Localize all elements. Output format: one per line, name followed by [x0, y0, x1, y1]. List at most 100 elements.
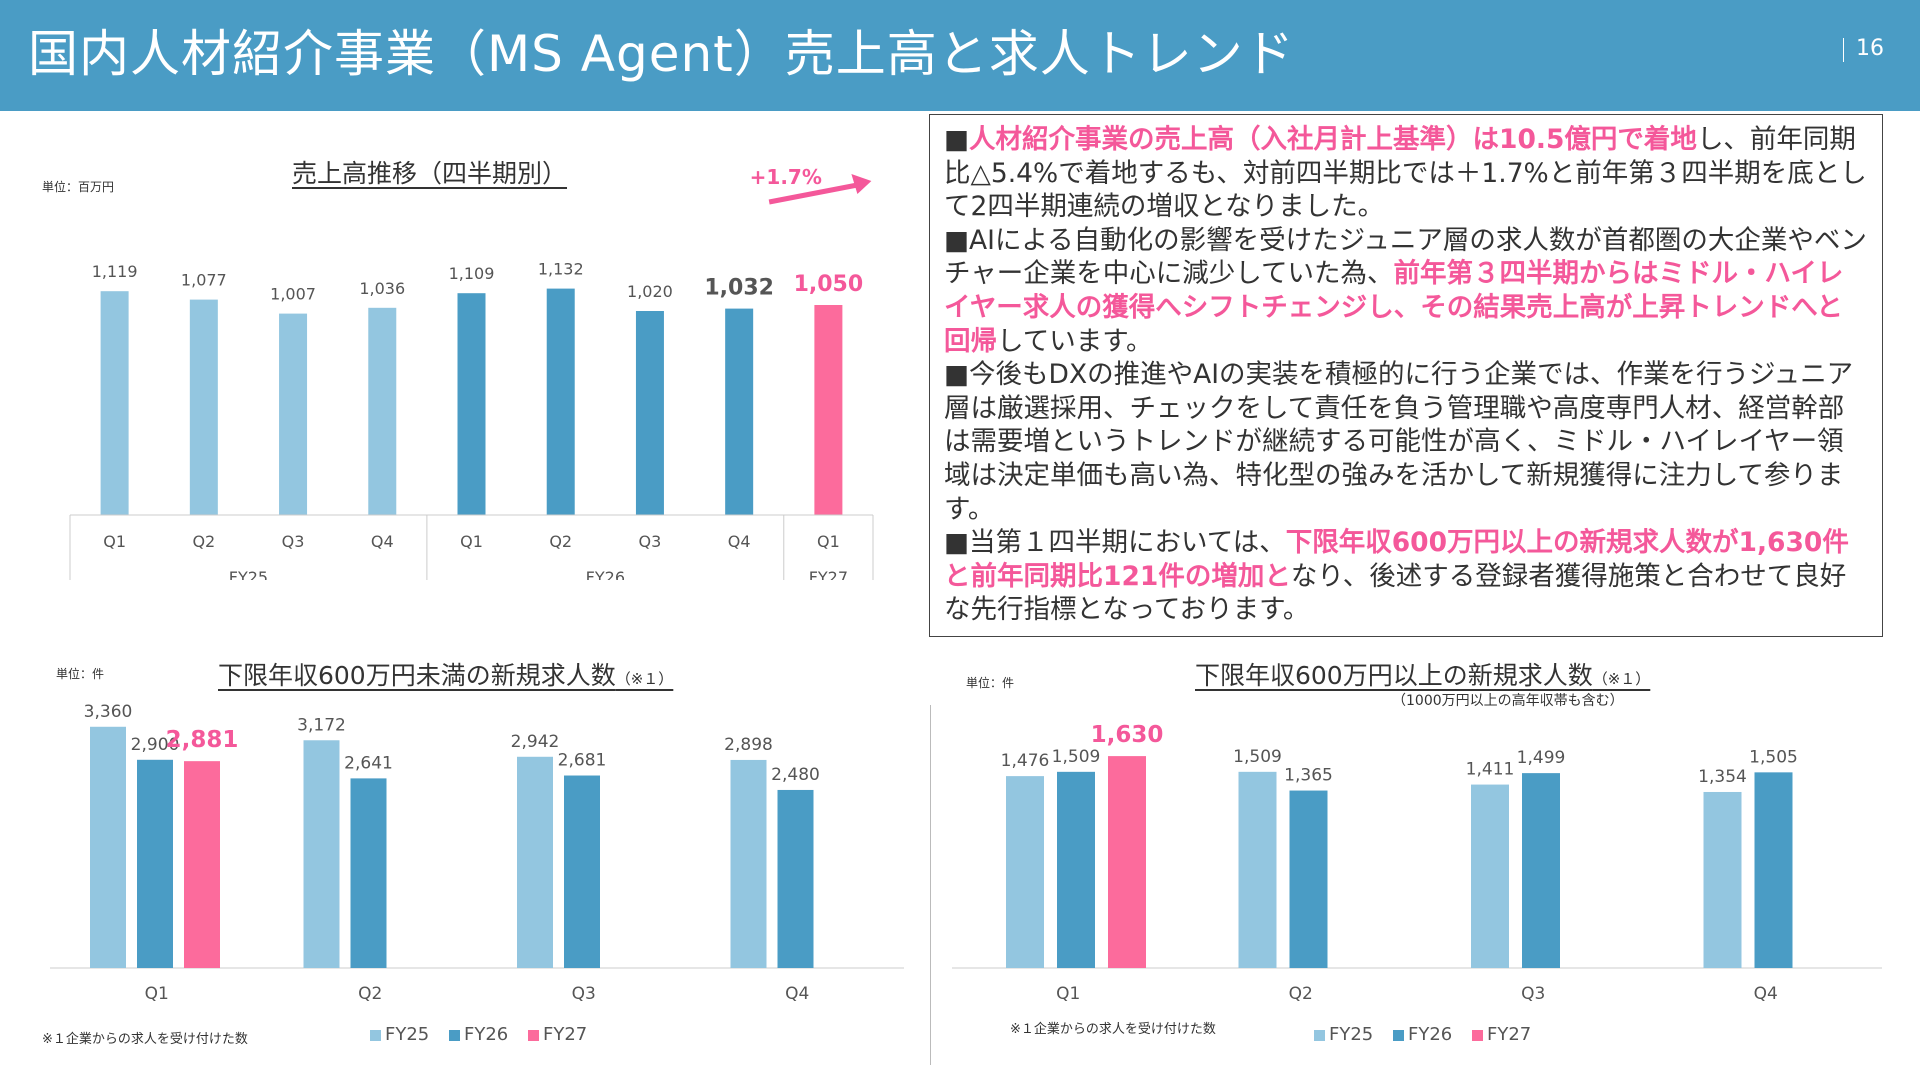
- bar-fy26-q1: [1057, 771, 1095, 968]
- x-group-label: FY27: [809, 568, 848, 580]
- data-label: 1,505: [1749, 747, 1798, 767]
- x-tick-label: Q4: [785, 984, 809, 1004]
- page-number-divider: [1843, 38, 1844, 62]
- x-tick-label: Q1: [817, 532, 840, 551]
- x-tick-label: Q3: [1521, 984, 1545, 1004]
- chart3-unit: 単位：件: [966, 676, 1015, 690]
- bar-fy25-q2: [1238, 771, 1277, 968]
- x-tick-label: Q3: [282, 532, 305, 551]
- legend-label-fy26: FY26: [464, 1024, 509, 1045]
- data-label: 1,476: [1001, 751, 1050, 771]
- chart3-footnote: ※１企業からの求人を受け付けた数: [1010, 1022, 1216, 1037]
- x-tick-label: Q1: [460, 532, 483, 551]
- paragraph-text: し、前年同期比△5.4%で着地するも、対前四半期比では＋1.7%と前年第３四半期…: [944, 124, 1867, 223]
- bar-fy26-q4: [1754, 772, 1793, 968]
- data-label: 3,360: [84, 702, 133, 722]
- chart1-title: 売上高推移（四半期別）: [292, 159, 568, 188]
- chart3-subtitle: （1000万円以上の高年収帯も含む）: [1392, 693, 1624, 709]
- summary-paragraph-3: ■今後もDXの推進やAIの実装を積極的に行う企業では、作業を行うジュニア層は厳選…: [944, 359, 1854, 525]
- bar-fy27-q1: [814, 305, 843, 515]
- paragraph-text: なり、後述する登録者獲得施策と合わせて良好な先行指標となっております。: [944, 560, 1847, 626]
- chart2-title: 下限年収600万円未満の新規求人数（※１）: [218, 656, 673, 692]
- data-label: 2,898: [724, 735, 773, 755]
- data-label: 1,007: [270, 285, 316, 304]
- chart2-title-note: （※１）: [615, 670, 674, 688]
- x-tick-label: Q2: [1289, 984, 1313, 1004]
- chart2-title-text: 下限年収600万円未満の新規求人数: [218, 661, 616, 690]
- legend-swatch-fy26: [449, 1029, 460, 1041]
- legend-label-fy27: FY27: [543, 1024, 588, 1045]
- bar-fy25-q4: [1703, 791, 1742, 968]
- data-label: 2,942: [511, 732, 560, 752]
- summary-paragraph-1: ■人材紹介事業の売上高（入社月計上基準）は10.5億円で着地し、前年同期比△5.…: [944, 123, 1868, 224]
- header-bar: 国内人材紹介事業（MS Agent）売上高と求人トレンド 16: [0, 0, 1920, 111]
- bar-fy27-q1: [184, 761, 220, 968]
- page-number: 16: [1856, 36, 1884, 61]
- x-tick-label: Q3: [639, 532, 662, 551]
- data-label: 1,020: [627, 282, 673, 301]
- legend-swatch-fy25: [1314, 1029, 1325, 1041]
- growth-arrowhead: [851, 174, 872, 194]
- chart3-title-note: （※１）: [1592, 670, 1651, 688]
- x-tick-label: Q2: [192, 532, 215, 551]
- highlight-text: 前年第３四半期からはミドル・ハイレイヤー求人の獲得へシフトチェンジし、その結果売…: [944, 258, 1844, 357]
- data-label: 1,509: [1052, 747, 1101, 767]
- paragraph-text: ■AIによる自動化の影響を受けたジュニア層の求人数が首都圏の大企業やベンチャー企…: [944, 224, 1867, 290]
- x-tick-label: Q4: [728, 532, 751, 551]
- x-tick-label: Q1: [145, 984, 169, 1004]
- chart2-legend: FY25 FY26 FY27: [356, 1024, 587, 1045]
- x-tick-label: Q3: [572, 984, 596, 1004]
- x-group-label: FY26: [586, 568, 625, 580]
- data-label: 1,411: [1466, 760, 1515, 780]
- bar-fy26-q1: [137, 759, 173, 968]
- x-tick-label: Q4: [1754, 984, 1778, 1004]
- data-label: 1,132: [538, 260, 584, 279]
- data-label: 1,077: [181, 271, 227, 290]
- legend-swatch-fy27: [1472, 1029, 1483, 1041]
- bar-fy25-q3: [517, 756, 553, 968]
- highlight-text: 人材紹介事業の売上高（入社月計上基準）は10.5億円で着地: [969, 124, 1697, 155]
- bar-fy25-q4: [730, 759, 767, 968]
- bar-fy26-q3: [564, 775, 600, 968]
- paragraph-text: ■当第１四半期においては、: [944, 527, 1286, 559]
- legend-swatch-fy26: [1393, 1029, 1404, 1041]
- data-label: 1,365: [1284, 766, 1333, 786]
- x-tick-label: Q1: [1056, 984, 1080, 1004]
- chart3-title-text: 下限年収600万円以上の新規求人数: [1195, 661, 1593, 690]
- revenue-chart: 1,119 Q1 1,077 Q2 1,007 Q3 1,036 Q4 1,109 Q1 1,132…: [69, 165, 874, 580]
- bar-fy26-q3: [1522, 773, 1560, 968]
- bar-fy26-q4: [725, 308, 754, 515]
- growth-arrow: [768, 182, 858, 205]
- legend-label-fy27: FY27: [1487, 1024, 1532, 1045]
- bullet: ■: [944, 124, 970, 155]
- x-tick-label: Q1: [103, 532, 126, 551]
- bar-fy26-q3: [635, 311, 664, 515]
- chart1-unit: 単位：百万円: [42, 180, 115, 194]
- chart3-title: 下限年収600万円以上の新規求人数（※１）: [1195, 656, 1650, 692]
- data-label: 1,354: [1698, 767, 1747, 787]
- chart2-unit: 単位：件: [56, 667, 105, 681]
- jobs-over-600-chart: 1,476 1,5091,630Q11,5091,365Q21,4111,499Q…: [952, 722, 1882, 1004]
- legend-swatch-fy25: [370, 1029, 381, 1041]
- x-tick-label: Q2: [358, 984, 382, 1004]
- bar-fy26-q2: [350, 778, 387, 968]
- paragraph-text: しています。: [997, 325, 1153, 357]
- bar-fy27-q1: [1108, 756, 1146, 968]
- data-label: 1,509: [1233, 747, 1282, 767]
- data-label: 1,119: [92, 262, 138, 281]
- page-title: 国内人材紹介事業（MS Agent）売上高と求人トレンド: [28, 25, 1295, 83]
- data-label: 2,641: [344, 753, 393, 773]
- bar-fy25-q2: [303, 740, 340, 968]
- x-tick-label: Q4: [371, 532, 394, 551]
- bar-fy25-q4: [368, 307, 397, 515]
- data-label: 1,499: [1517, 748, 1566, 768]
- bar-fy25-q1: [90, 726, 126, 968]
- data-label: 2,480: [771, 765, 820, 785]
- legend-swatch-fy27: [528, 1029, 539, 1041]
- data-label: 3,172: [297, 715, 346, 735]
- x-tick-label: Q2: [549, 532, 572, 551]
- data-label: 1,630: [1091, 722, 1164, 748]
- bar-fy25-q1: [100, 291, 129, 515]
- summary-paragraph-2: ■AIによる自動化の影響を受けたジュニア層の求人数が首都圏の大企業やベンチャー企…: [944, 224, 1868, 358]
